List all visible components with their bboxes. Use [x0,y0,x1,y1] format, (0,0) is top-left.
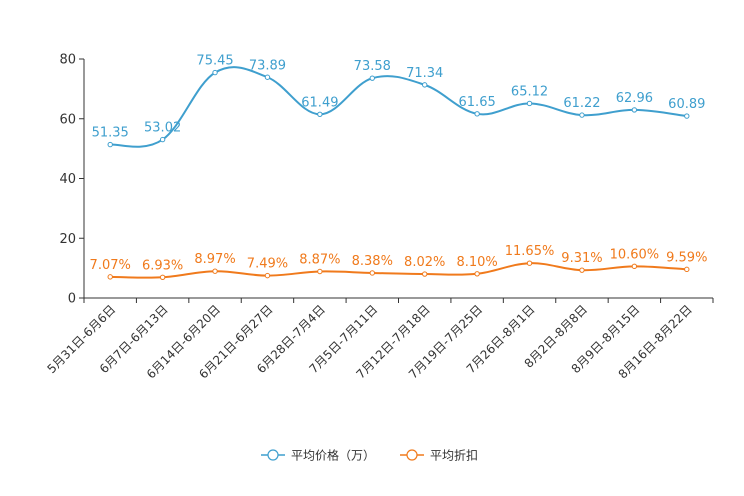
legend-label: 平均价格（万） [291,448,375,463]
data-point [526,100,533,107]
data-label: 7.49% [247,257,288,272]
data-label: 53.02 [144,121,181,136]
y-tick-label: 60 [59,112,76,127]
data-label: 73.89 [249,58,286,73]
data-label: 11.65% [505,244,555,259]
data-point [264,74,271,80]
data-label: 6.93% [142,258,183,273]
y-tick-label: 40 [59,172,76,187]
y-tick-label: 80 [59,53,76,68]
series-line [110,262,687,279]
data-point [474,111,480,117]
data-point [317,111,323,117]
series-0: 51.35 53.02 75.45 73.89 61.49 73.58 71.34 61.65… [92,54,705,148]
data-point [474,271,480,277]
series-1: 7.07% 6.93% 8.97% 7.49% 8.87% 8.38% 8.02% 8.10%… [90,244,707,280]
data-point [631,263,638,270]
data-point [264,272,271,279]
legend-item-1[interactable]: 平均折扣 [400,448,478,463]
data-label: 51.35 [92,126,129,141]
legend-circle-icon [267,449,279,461]
data-point [212,268,218,274]
data-label: 61.49 [301,95,338,110]
data-point [631,107,638,113]
legend-item-0[interactable]: 平均价格（万） [261,448,375,463]
x-axis: 5月31日-6月6日6月7日-6月13日6月14日-6月20日6月21日-6月2… [44,297,714,382]
data-label: 8.87% [299,253,340,268]
data-point [422,271,428,277]
data-label: 62.96 [616,91,653,106]
data-point [369,75,375,81]
data-label: 10.60% [610,247,660,262]
data-point [579,267,585,273]
legend: 平均价格（万） 平均折扣 [261,448,478,463]
data-label: 61.22 [563,96,600,111]
data-point [317,268,323,275]
data-label: 60.89 [668,97,705,112]
data-label: 65.12 [511,84,548,99]
data-label: 9.31% [561,251,602,266]
y-tick-label: 20 [59,232,76,247]
data-point [107,274,113,280]
data-label: 8.10% [456,255,497,270]
data-point [159,136,166,143]
legend-circle-icon [406,449,418,461]
data-point [579,112,585,118]
data-label: 75.45 [196,54,233,69]
data-point [526,260,533,266]
data-point [159,274,166,280]
data-point [422,82,428,88]
data-label: 9.59% [666,250,707,265]
data-label: 8.02% [404,255,445,270]
data-label: 7.07% [90,258,131,273]
series-layer: 51.35 53.02 75.45 73.89 61.49 73.58 71.34 61.65… [90,54,707,280]
data-label: 8.97% [194,252,235,267]
data-point [684,113,690,119]
data-point [212,69,218,76]
data-label: 71.34 [406,66,443,81]
data-label: 61.65 [459,95,496,110]
data-point [684,266,690,273]
data-point [107,141,113,148]
y-tick-label: 0 [68,292,76,307]
y-axis: 0 20 40 60 80 [59,53,85,307]
data-point [369,270,375,276]
data-label: 8.38% [352,254,393,269]
data-label: 73.58 [354,59,391,74]
legend-label: 平均折扣 [430,448,478,463]
